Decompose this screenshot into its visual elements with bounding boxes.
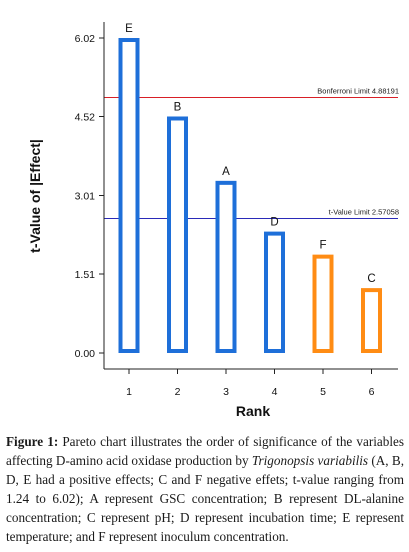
x-tick-label: 1	[126, 386, 132, 398]
caption-text-1: Pareto chart illustrates the order of si…	[6, 434, 404, 468]
y-tick-label: 1.51	[75, 269, 96, 281]
reference-line-label: Bonferroni Limit 4.88191	[317, 87, 399, 96]
x-tick-label: 6	[369, 386, 375, 398]
y-tick-label: 0.00	[75, 348, 96, 360]
caption-text-2: (A, B, D, E had a positive effects; C an…	[6, 453, 404, 544]
y-axis-title: t-Value of |Effect|	[27, 139, 43, 253]
y-tick-label: 6.02	[75, 33, 96, 45]
caption-label: Figure 1:	[6, 434, 59, 449]
bars: E B A D F C	[118, 23, 382, 353]
bar-label: A	[222, 166, 230, 178]
bar-inner	[268, 235, 281, 349]
y-tick-label: 4.52	[75, 111, 96, 123]
y-tick-label: 3.01	[75, 191, 96, 203]
bar-label: B	[174, 101, 182, 113]
caption-species: Trigonopsis variabilis	[251, 453, 369, 468]
reference-line-label: t-Value Limit 2.57058	[329, 207, 399, 216]
x-tick-label: 2	[175, 386, 181, 398]
bar-inner	[122, 42, 136, 349]
y-axis: 0.00 1.51 3.01 4.52 6.02	[75, 22, 105, 369]
bar-label: C	[367, 273, 375, 285]
x-axis: 1 2 3 4 5 6	[104, 368, 398, 398]
bar-label: D	[270, 217, 278, 229]
bar-inner	[365, 292, 378, 349]
x-tick-label: 3	[223, 386, 229, 398]
x-tick-label: 4	[272, 386, 278, 398]
bar-inner	[171, 120, 184, 349]
reference-lines: Bonferroni Limit 4.88191 t-Value Limit 2.…	[104, 87, 399, 219]
figure-caption: Figure 1: Pareto chart illustrates the o…	[6, 432, 404, 552]
bar-label: E	[125, 23, 133, 35]
pareto-chart: Bonferroni Limit 4.88191 t-Value Limit 2.…	[27, 22, 399, 419]
bar-inner	[316, 258, 330, 349]
bar-inner	[219, 184, 233, 349]
x-axis-title: Rank	[236, 403, 270, 419]
x-tick-label: 5	[320, 386, 326, 398]
bar-label: F	[319, 240, 326, 252]
